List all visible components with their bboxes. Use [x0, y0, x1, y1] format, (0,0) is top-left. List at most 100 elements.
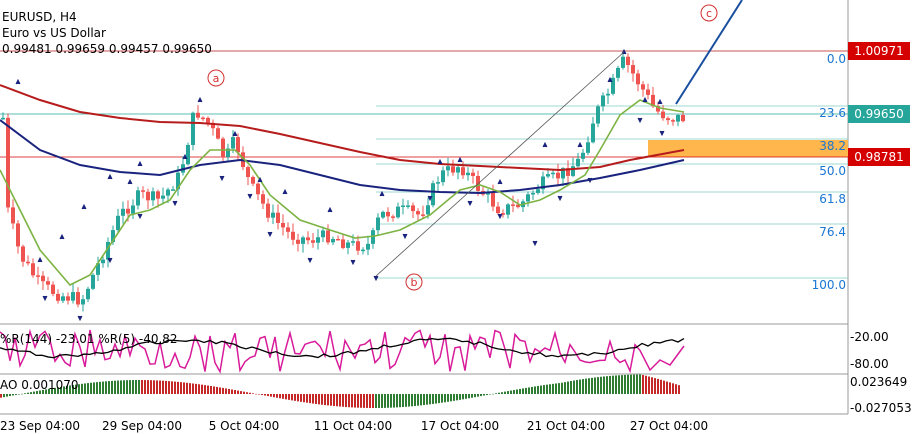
- ao-bar: [204, 385, 206, 394]
- candle-body: [286, 227, 290, 232]
- ao-bar: [558, 383, 560, 394]
- ao-bar: [243, 391, 245, 394]
- candle-body: [621, 56, 625, 68]
- ao-bar: [279, 394, 281, 399]
- ao-bar: [183, 382, 185, 394]
- fractal-down-arrow: [557, 195, 563, 202]
- ao-bar: [333, 394, 335, 407]
- candle-body: [506, 204, 510, 215]
- ao-bar: [21, 393, 23, 395]
- fractal-up-arrow: [197, 96, 203, 103]
- ao-bar: [456, 394, 458, 401]
- candle-body: [386, 211, 390, 217]
- ao-bar: [153, 380, 155, 394]
- ao-bar: [177, 381, 179, 394]
- candle-body: [531, 192, 535, 195]
- ao-bar: [615, 375, 617, 394]
- ao-bar: [363, 394, 365, 408]
- candle-body: [361, 249, 365, 252]
- ao-bar: [330, 394, 332, 406]
- candle-body: [231, 137, 235, 149]
- awesome-oscillator-pane: [0, 374, 680, 408]
- fractal-down-arrow: [307, 257, 313, 264]
- ao-bar: [168, 381, 170, 394]
- ao-bar: [480, 394, 482, 397]
- ao-bar: [570, 381, 572, 394]
- fractal-down-arrow: [659, 130, 665, 137]
- ao-bar: [315, 394, 317, 404]
- candle-body: [266, 203, 270, 218]
- time-axis-label: 11 Oct 04:00: [314, 419, 392, 433]
- ao-bar: [258, 394, 260, 395]
- candle-body: [411, 205, 415, 212]
- ao-bar: [465, 394, 467, 399]
- ao-bar: [75, 384, 77, 394]
- candle-body: [486, 192, 490, 195]
- ao-bar: [60, 386, 62, 394]
- candle-body: [146, 191, 150, 201]
- ao-bar: [387, 394, 389, 408]
- ao-bar: [525, 387, 527, 394]
- candle-body: [446, 166, 450, 171]
- fractal-down-arrow: [497, 213, 503, 220]
- candle-body: [606, 93, 610, 96]
- ao-bar: [426, 394, 428, 405]
- ao-bar: [597, 377, 599, 394]
- candle-body: [536, 189, 540, 193]
- candle-body: [331, 238, 335, 243]
- ao-bar: [654, 378, 656, 394]
- candle-body: [646, 89, 650, 95]
- fib-level-label: 100.0: [812, 278, 846, 292]
- ao-bar: [156, 380, 158, 394]
- wr-tick-top: -20.00: [850, 330, 889, 344]
- candle-body: [316, 237, 320, 243]
- fib-level-label: 23.6: [819, 106, 846, 120]
- candle-body: [586, 142, 590, 153]
- ao-bar: [162, 380, 164, 394]
- fractal-up-arrow: [379, 190, 385, 197]
- ao-bar: [498, 392, 500, 394]
- candle-body: [126, 208, 130, 214]
- candle-body: [131, 205, 135, 214]
- candle-body: [41, 275, 45, 282]
- ao-bar: [528, 387, 530, 394]
- candle-body: [556, 172, 560, 179]
- ao-bar: [642, 374, 644, 394]
- candle-body: [226, 148, 230, 158]
- price-tag-low: 0.98781: [848, 148, 910, 166]
- candle-body: [636, 73, 640, 85]
- candle-body: [631, 65, 635, 74]
- candle-body: [561, 168, 565, 179]
- ao-bar: [9, 394, 11, 397]
- ao-bar: [174, 381, 176, 394]
- candle-body: [46, 281, 50, 285]
- ao-bar: [393, 394, 395, 408]
- candle-body: [511, 204, 515, 206]
- ao-bar: [396, 394, 398, 408]
- ao-bar: [435, 394, 437, 404]
- ao-bar: [228, 388, 230, 394]
- candle-body: [51, 284, 55, 294]
- ao-bar: [537, 385, 539, 394]
- ao-bar: [84, 383, 86, 394]
- candle-body: [616, 67, 620, 78]
- candle-body: [36, 275, 40, 277]
- ao-bar: [621, 375, 623, 394]
- ao-bar: [630, 374, 632, 394]
- ao-bar: [678, 385, 680, 394]
- wr-fast-line: [0, 328, 685, 374]
- ao-bar: [381, 394, 383, 408]
- candle-body: [426, 205, 430, 215]
- candle-body: [191, 112, 195, 145]
- candle-body: [356, 241, 360, 251]
- fib-level-label: 0.0: [827, 52, 846, 66]
- fractal-up-arrow: [607, 76, 613, 83]
- ao-bar: [552, 383, 554, 394]
- ao-bar: [138, 380, 140, 394]
- candle-body: [76, 292, 80, 305]
- ao-bar: [135, 380, 137, 394]
- candle-body: [106, 241, 110, 260]
- ao-bar: [186, 382, 188, 394]
- svg-text:0.99650: 0.99650: [854, 107, 904, 121]
